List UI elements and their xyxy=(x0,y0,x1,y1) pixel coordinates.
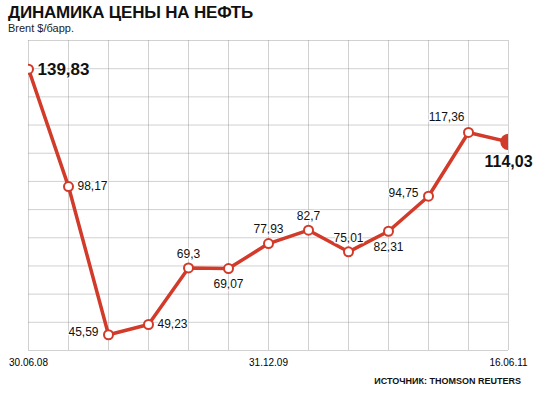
svg-text:31.12.09: 31.12.09 xyxy=(249,357,288,368)
html-text:ДИНАМИКА ЦЕНЫ НА НЕФТЬ: ДИНАМИКА ЦЕНЫ НА НЕФТЬ xyxy=(8,3,253,22)
svg-text:98,17: 98,17 xyxy=(78,179,108,193)
svg-text:69,3: 69,3 xyxy=(177,247,201,261)
svg-text:30.06.08: 30.06.08 xyxy=(9,357,48,368)
svg-text:117,36: 117,36 xyxy=(429,110,465,124)
svg-text:77,93: 77,93 xyxy=(253,222,283,236)
svg-text:82,7: 82,7 xyxy=(297,209,321,223)
html-text:ИСТОЧНИК: THOMSON REUTERS: ИСТОЧНИК: THOMSON REUTERS xyxy=(374,376,521,386)
svg-text:49,23: 49,23 xyxy=(158,317,188,331)
svg-text:94,75: 94,75 xyxy=(388,186,418,200)
svg-text:16.06.11: 16.06.11 xyxy=(489,357,528,368)
html-text:Brent $/барр.: Brent $/барр. xyxy=(8,22,74,34)
svg-text:75,01: 75,01 xyxy=(333,231,363,245)
svg-text:139,83: 139,83 xyxy=(38,60,90,79)
svg-text:114,03: 114,03 xyxy=(484,153,532,170)
svg-text:69,07: 69,07 xyxy=(213,277,243,291)
svg-text:45,59: 45,59 xyxy=(68,325,98,339)
svg-text:82,31: 82,31 xyxy=(373,240,403,254)
